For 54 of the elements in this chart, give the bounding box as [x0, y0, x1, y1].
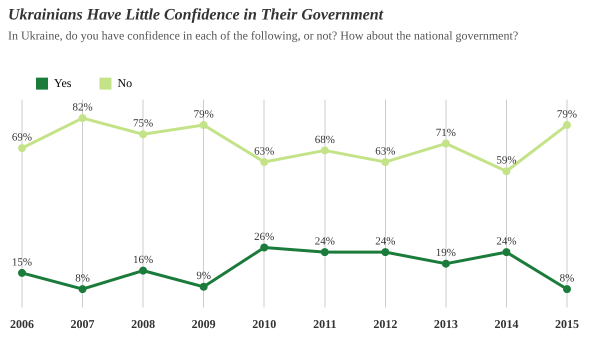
data-label: 24%	[375, 236, 396, 248]
x-tick-label: 2014	[494, 316, 518, 331]
x-tick-label: 2010	[252, 316, 276, 331]
data-label: 63%	[375, 145, 396, 158]
data-label: 15%	[12, 256, 32, 268]
data-label: 82%	[72, 101, 93, 114]
point	[200, 282, 208, 291]
data-label: 75%	[133, 118, 154, 130]
data-label: 8%	[75, 272, 90, 284]
data-label: 68%	[314, 134, 335, 146]
point	[18, 144, 26, 152]
point	[502, 167, 510, 176]
x-tick-label: 2007	[70, 316, 95, 331]
x-tick-label: 2006	[10, 316, 34, 331]
data-label: 9%	[196, 270, 212, 282]
data-label: 19%	[436, 247, 456, 260]
x-tick-label: 2008	[131, 316, 156, 331]
point	[442, 260, 450, 268]
data-label: 59%	[496, 154, 517, 167]
data-label: 71%	[436, 126, 456, 139]
x-tick-label: 2009	[192, 316, 216, 331]
point	[139, 130, 148, 138]
data-label: 69%	[12, 132, 32, 144]
point	[320, 248, 329, 256]
chart-subtitle: In Ukraine, do you have confidence in each of the following, or not? How about the national government?	[8, 28, 518, 43]
point	[563, 121, 571, 130]
data-label: 16%	[133, 254, 154, 266]
point	[381, 158, 390, 166]
x-tick-label: 2011	[313, 316, 336, 331]
point	[563, 285, 571, 294]
data-label: 24%	[314, 236, 335, 248]
point	[139, 266, 148, 275]
x-tick-label: 2012	[373, 316, 398, 331]
data-label: 26%	[254, 230, 274, 243]
point	[381, 248, 390, 256]
chart-title: Ukrainians Have Little Confidence in Their Government	[8, 6, 384, 24]
point	[260, 158, 268, 166]
point	[18, 268, 26, 277]
legend-label: No	[117, 76, 132, 90]
x-tick-label: 2013	[434, 316, 458, 331]
point	[78, 114, 87, 122]
point	[200, 121, 208, 130]
data-label: 63%	[254, 145, 274, 158]
point	[502, 248, 510, 256]
data-label: 79%	[556, 108, 578, 120]
data-label: 79%	[194, 108, 214, 120]
point	[320, 146, 329, 154]
point	[442, 140, 450, 148]
data-label: 24%	[496, 236, 517, 248]
data-label: 8%	[560, 272, 574, 284]
point	[78, 285, 87, 294]
x-tick-label: 2015	[555, 316, 579, 331]
legend-label: Yes	[54, 76, 72, 90]
point	[260, 244, 268, 252]
